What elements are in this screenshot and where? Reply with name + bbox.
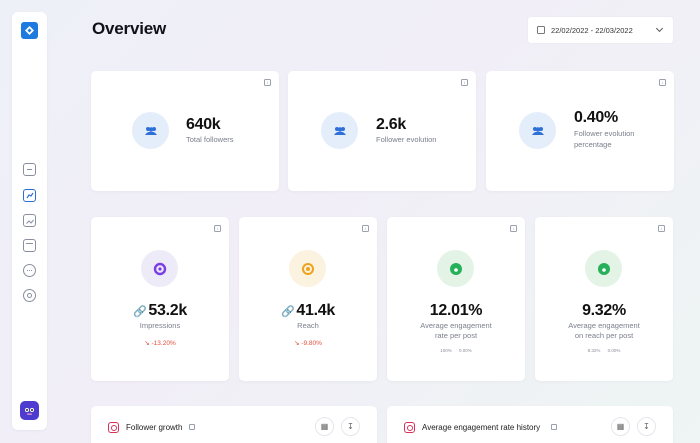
- target-icon: [289, 250, 326, 287]
- stat-label: Total followers: [186, 135, 234, 144]
- info-icon[interactable]: [551, 424, 557, 430]
- info-icon[interactable]: [189, 424, 195, 430]
- sub-stat-1: 8.32%: [587, 348, 601, 353]
- card-title: Average engagement rate history: [422, 423, 541, 432]
- impressions-icon: [141, 250, 178, 287]
- stat-value: 9.32%: [582, 302, 626, 319]
- stat-value: 0.40%: [574, 109, 618, 126]
- calendar-icon[interactable]: [23, 239, 36, 252]
- stat-label-line1: Average engagement: [420, 321, 492, 330]
- download-button[interactable]: ↧: [341, 417, 360, 436]
- stat-label-line1: Follower evolution: [574, 129, 635, 138]
- info-icon[interactable]: i: [264, 79, 271, 86]
- date-range-picker[interactable]: 22/02/2022 - 22/03/2022: [527, 16, 674, 44]
- users-icon: [132, 112, 169, 149]
- stat-label-line2: percentage: [574, 140, 612, 149]
- stat-label: Impressions: [139, 321, 181, 330]
- info-icon[interactable]: i: [461, 79, 468, 86]
- stat-card-follower-evolution-percentage: i 0.40% Follower evolution percentage: [486, 71, 674, 191]
- follower-growth-card: Follower growth ▦ ↧: [91, 406, 377, 443]
- engagement-icon: [585, 250, 622, 287]
- chart-icon[interactable]: [23, 189, 36, 202]
- users-icon: [321, 112, 358, 149]
- table-view-button[interactable]: ▦: [611, 417, 630, 436]
- engagement-history-card: Average engagement rate history ▦ ↧: [387, 406, 673, 443]
- card-title: Follower growth: [126, 423, 183, 432]
- stat-label: Follower evolution: [376, 135, 437, 144]
- stat-value: 640k: [186, 116, 221, 133]
- avatar[interactable]: [20, 401, 39, 420]
- sidebar: [12, 12, 47, 430]
- stat-value: 2.6k: [376, 116, 406, 133]
- sub-stat-1: 100%: [440, 348, 452, 353]
- instagram-icon: [404, 422, 415, 433]
- stat-value: 🔗 41.4k: [281, 302, 335, 319]
- stat-card-follower-evolution: i 2.6k Follower evolution: [288, 71, 476, 191]
- date-range-text: 22/02/2022 - 22/03/2022: [551, 25, 633, 35]
- users-icon: [519, 112, 556, 149]
- stat-value: 12.01%: [429, 302, 483, 319]
- info-icon[interactable]: i: [658, 225, 665, 232]
- table-view-button[interactable]: ▦: [315, 417, 334, 436]
- stat-label-line1: Average engagement: [568, 321, 640, 330]
- stat-card-reach: i 🔗 41.4k Reach ↘ -9.80%: [239, 217, 377, 381]
- download-button[interactable]: ↧: [637, 417, 656, 436]
- engagement-icon: [437, 250, 474, 287]
- info-icon[interactable]: i: [659, 79, 666, 86]
- stat-card-impressions: i 🔗 53.2k Impressions ↘ -13.20%: [91, 217, 229, 381]
- link-icon: 🔗: [281, 306, 295, 318]
- stat-card-engagement-on-reach: i 9.32% Average engagement on reach per …: [535, 217, 673, 381]
- target-icon[interactable]: [23, 289, 36, 302]
- stat-card-total-followers: i 640k Total followers: [91, 71, 279, 191]
- stat-value: 🔗 53.2k: [133, 302, 187, 319]
- image-icon[interactable]: [23, 214, 36, 227]
- calendar-icon: [537, 26, 545, 34]
- chat-icon[interactable]: [23, 264, 36, 277]
- sub-stats: 100% 0.00%: [387, 348, 525, 353]
- sub-stat-2: 0.00%: [459, 348, 472, 353]
- delta-badge: ↘ -9.80%: [294, 340, 322, 347]
- sub-stats: 8.32% 0.00%: [535, 348, 673, 353]
- info-icon[interactable]: i: [510, 225, 517, 232]
- chevron-down-icon: [655, 24, 664, 33]
- link-icon: 🔗: [133, 306, 147, 318]
- info-icon[interactable]: i: [214, 225, 221, 232]
- app-logo[interactable]: [21, 22, 38, 39]
- stat-label-line2: rate per post: [434, 331, 478, 340]
- info-icon[interactable]: i: [362, 225, 369, 232]
- delta-badge: ↘ -13.20%: [144, 340, 176, 347]
- page-title: Overview: [92, 19, 167, 38]
- dashboard-icon[interactable]: [23, 163, 36, 176]
- instagram-icon: [108, 422, 119, 433]
- stat-label-line2: on reach per post: [574, 331, 634, 340]
- stat-label: Reach: [297, 321, 319, 330]
- stat-card-engagement-rate: i 12.01% Average engagement rate per pos…: [387, 217, 525, 381]
- sub-stat-2: 0.00%: [607, 348, 621, 353]
